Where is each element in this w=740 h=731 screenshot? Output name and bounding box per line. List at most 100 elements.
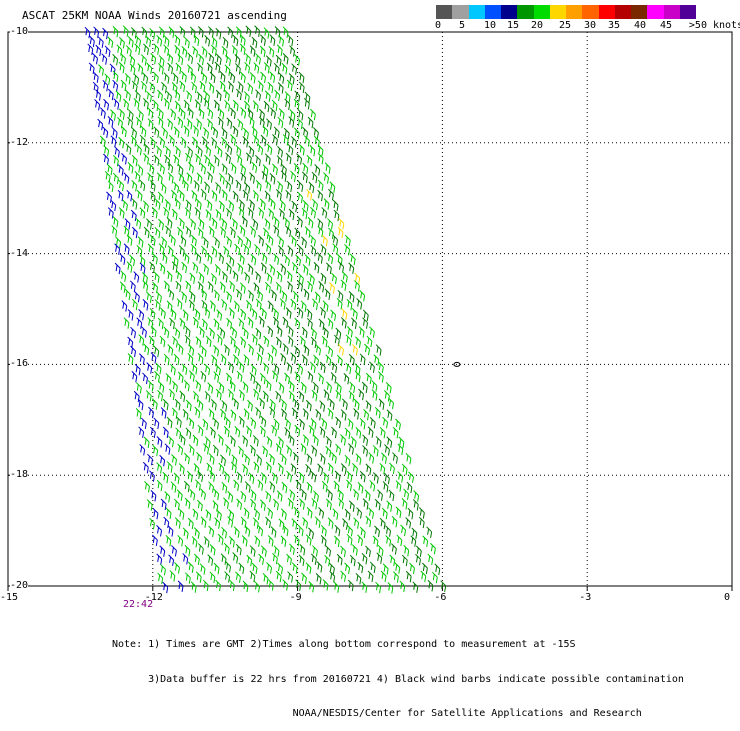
wind-barb: [226, 291, 232, 303]
wind-barb: [139, 134, 146, 147]
wind-barb: [294, 345, 300, 358]
wind-barb: [221, 127, 228, 140]
wind-barb: [375, 581, 382, 594]
wind-barb: [240, 308, 246, 321]
wind-barb: [395, 418, 401, 430]
wind-barb: [253, 388, 259, 401]
wind-barb: [176, 489, 183, 501]
wind-barb: [150, 490, 157, 502]
wind-barb: [380, 570, 387, 583]
colorbar-swatch: [533, 5, 550, 19]
wind-barb: [328, 398, 335, 410]
wind-barb: [284, 91, 291, 103]
wind-barb: [236, 498, 243, 510]
wind-barb: [149, 27, 156, 40]
wind-barb: [165, 373, 172, 385]
wind-barb: [262, 227, 269, 240]
wind-barb: [389, 554, 396, 567]
wind-barb: [348, 443, 354, 455]
wind-barb: [314, 516, 321, 528]
wind-barb: [332, 199, 339, 212]
wind-barb: [164, 154, 171, 167]
wind-barb: [250, 364, 257, 376]
wind-barb: [242, 136, 249, 148]
wind-barb: [384, 444, 390, 456]
wind-barb: [340, 570, 347, 582]
wind-barb: [276, 325, 283, 337]
wind-barb: [284, 427, 291, 439]
wind-barb: [401, 554, 408, 567]
wind-barb: [147, 380, 154, 392]
wind-barb: [226, 207, 232, 220]
wind-barb: [287, 571, 294, 583]
wind-barb: [194, 207, 201, 219]
wind-barb: [213, 345, 220, 357]
wind-barb: [143, 43, 149, 55]
wind-barb: [235, 144, 242, 157]
wind-barb: [166, 217, 173, 229]
wind-barb: [207, 554, 214, 566]
wind-barb: [242, 189, 249, 202]
wind-barb: [297, 524, 304, 537]
wind-barb: [306, 507, 313, 519]
wind-barb: [241, 215, 248, 228]
colorbar-swatch: [614, 5, 631, 19]
wind-barb: [163, 280, 170, 292]
wind-barb: [169, 234, 176, 246]
wind-barb: [283, 127, 290, 140]
wind-barb: [137, 236, 144, 248]
wind-barb: [359, 290, 366, 302]
wind-barb: [251, 333, 258, 346]
wind-barb: [127, 36, 134, 48]
wind-barb: [227, 388, 234, 401]
wind-barb: [281, 481, 288, 494]
colorbar-label: 30: [583, 20, 597, 31]
latitude-tick-label: -16: [10, 358, 29, 370]
wind-barb: [285, 307, 292, 319]
wind-barb: [142, 200, 149, 212]
wind-barb: [134, 170, 141, 183]
wind-barb: [190, 243, 197, 256]
wind-barb: [278, 35, 285, 47]
wind-barb: [151, 534, 158, 547]
wind-barb: [308, 527, 314, 539]
wind-barb: [198, 326, 205, 338]
wind-barb: [177, 53, 184, 66]
wind-barb: [308, 580, 315, 593]
wind-barb: [331, 272, 337, 285]
wind-barb: [99, 135, 106, 148]
wind-barb: [134, 290, 140, 303]
wind-barb: [156, 172, 163, 184]
wind-barb: [173, 498, 180, 511]
wind-barb: [278, 108, 285, 120]
wind-barb: [367, 426, 374, 438]
wind-barb: [159, 545, 166, 557]
wind-barb: [369, 561, 376, 574]
wind-barb: [377, 361, 384, 373]
wind-barb: [341, 308, 348, 320]
wind-barb: [272, 370, 278, 382]
wind-barb: [118, 61, 125, 74]
wind-barb: [147, 243, 154, 255]
wind-barb: [265, 243, 272, 255]
wind-barb: [167, 172, 174, 184]
wind-barb: [198, 218, 205, 230]
wind-barb: [230, 461, 237, 474]
wind-barb: [248, 290, 254, 302]
wind-barb: [240, 516, 247, 529]
wind-barb: [92, 71, 99, 83]
wind-barb: [107, 36, 114, 48]
wind-barb: [273, 418, 280, 431]
wind-barb: [139, 444, 146, 456]
wind-barb: [413, 490, 420, 502]
wind-barb: [194, 406, 201, 419]
wind-barb: [338, 497, 344, 510]
wind-barb: [321, 234, 328, 247]
wind-barb: [218, 252, 225, 264]
wind-barb: [211, 36, 218, 48]
wind-barb: [376, 552, 383, 564]
wind-barb: [262, 390, 269, 403]
wind-barb: [249, 45, 256, 57]
wind-barb: [123, 172, 130, 184]
wind-barb: [242, 580, 249, 593]
